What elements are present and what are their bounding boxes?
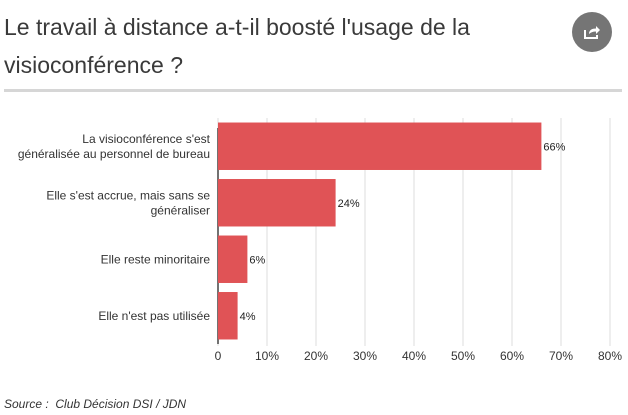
bar-value-label: 24% bbox=[338, 198, 360, 210]
bar[interactable] bbox=[218, 235, 248, 283]
bar[interactable] bbox=[218, 179, 336, 227]
value-labels: 66% 24% 6% 4% bbox=[240, 141, 566, 323]
share-icon bbox=[584, 26, 600, 39]
source-note: Source : Club Décision DSI / JDN bbox=[4, 397, 186, 411]
bars bbox=[218, 122, 542, 340]
bar-value-label: 6% bbox=[249, 254, 265, 266]
bar[interactable] bbox=[218, 122, 542, 170]
x-tick-label: 30% bbox=[353, 349, 377, 363]
category-label: Elle n'est pas utilisée bbox=[98, 309, 210, 323]
x-tick-label: 0 bbox=[215, 349, 222, 363]
chart-title: Le travail à distance a-t-il boosté l'us… bbox=[4, 14, 470, 78]
title-divider bbox=[4, 89, 622, 92]
x-tick-label: 50% bbox=[451, 349, 475, 363]
x-tick-label: 10% bbox=[255, 349, 279, 363]
x-tick-labels: 0 10% 20% 30% 40% 50% 60% 70% 80% bbox=[215, 349, 623, 363]
x-tick-label: 20% bbox=[304, 349, 328, 363]
bar[interactable] bbox=[218, 292, 238, 340]
category-label: généralisée au personnel de bureau bbox=[18, 147, 210, 161]
x-tick-label: 70% bbox=[549, 349, 573, 363]
share-button[interactable] bbox=[572, 12, 612, 52]
category-label: La visioconférence s'est bbox=[82, 132, 210, 146]
bar-value-label: 66% bbox=[543, 141, 565, 153]
category-label: Elle s'est accrue, mais sans se bbox=[46, 188, 210, 202]
category-label: Elle reste minoritaire bbox=[101, 252, 211, 266]
x-tick-label: 40% bbox=[402, 349, 426, 363]
source-name: Club Décision DSI / JDN bbox=[55, 397, 187, 411]
category-label: généraliser bbox=[151, 203, 210, 217]
x-tick-label: 80% bbox=[598, 349, 622, 363]
source-prefix: Source : bbox=[4, 397, 56, 411]
x-tick-label: 60% bbox=[500, 349, 524, 363]
bar-value-label: 4% bbox=[240, 311, 256, 323]
